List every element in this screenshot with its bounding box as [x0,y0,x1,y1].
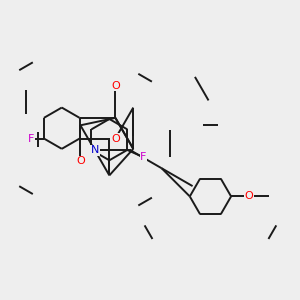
Text: N: N [91,146,99,155]
Text: F: F [28,134,34,143]
Text: O: O [111,81,120,91]
Text: O: O [244,191,253,201]
Text: O: O [76,156,85,166]
Text: O: O [111,134,120,143]
Text: F: F [140,152,146,162]
